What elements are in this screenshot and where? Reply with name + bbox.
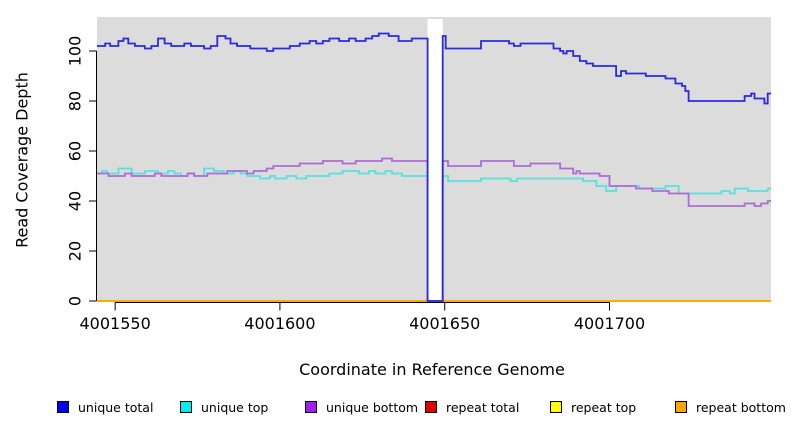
series-line-unique-total [97,32,771,302]
x-tick-label: 4001650 [409,314,480,333]
legend-swatch-repeat-total [425,401,437,413]
y-tick-label: 80 [66,91,85,111]
y-tick-label: 20 [66,241,85,261]
legend-swatch-repeat-bottom [675,401,687,413]
legend-item-repeat-bottom: repeat bottom [675,394,786,420]
y-tick-label: 0 [66,296,85,306]
legend-label-unique-total: unique total [78,399,154,415]
legend-swatch-unique-bottom [305,401,317,413]
y-tick-label: 60 [66,141,85,161]
x-tick-label: 4001550 [79,314,150,333]
x-tick-label: 4001600 [244,314,315,333]
coverage-gap-region [427,19,443,301]
y-tick-label: 100 [66,36,85,67]
legend-swatch-unique-total [57,401,69,413]
legend-item-repeat-total: repeat total [425,394,519,420]
legend-label-repeat-total: repeat total [446,399,520,415]
legend-swatch-repeat-top [550,401,562,413]
legend-item-repeat-top: repeat top [550,394,636,420]
x-axis-label: Coordinate in Reference Genome [299,360,565,379]
legend-label-unique-top: unique top [201,399,269,415]
chart-legend: unique total unique top unique bottom repea… [0,394,792,420]
legend-item-unique-bottom: unique bottom [305,394,418,420]
legend-item-unique-total: unique total [57,394,153,420]
y-axis-label: Read Coverage Depth [12,72,32,248]
legend-label-repeat-bottom: repeat bottom [696,399,786,415]
legend-label-repeat-top: repeat top [571,399,637,415]
x-tick-label: 4001700 [574,314,645,333]
legend-swatch-unique-top [180,401,192,413]
legend-label-unique-bottom: unique bottom [326,399,419,415]
y-tick-label: 40 [66,191,85,211]
legend-item-unique-top: unique top [180,394,268,420]
